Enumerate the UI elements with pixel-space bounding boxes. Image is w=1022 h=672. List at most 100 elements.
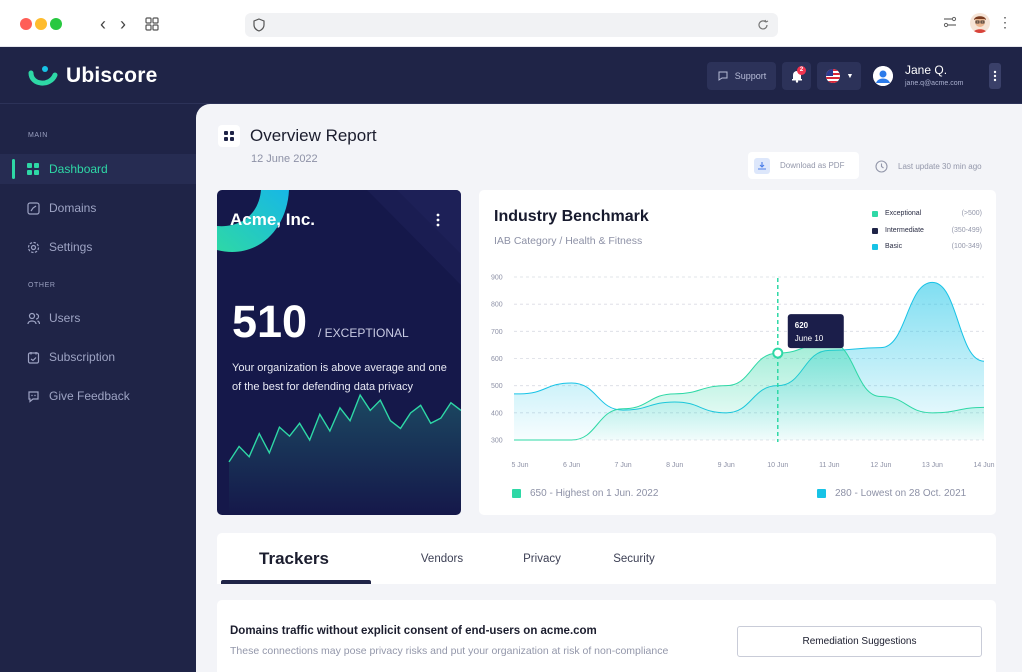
- sidebar-item-give-feedback[interactable]: Give Feedback: [0, 381, 196, 411]
- hover-marker[interactable]: [772, 347, 784, 359]
- sidebar-item-settings[interactable]: Settings: [0, 232, 196, 262]
- tooltip-date: June 10: [795, 334, 824, 343]
- tab-privacy[interactable]: Privacy: [523, 552, 561, 565]
- score-value: 510: [232, 296, 308, 347]
- score-card: Acme, Inc. 510 / EXCEPTIONAL Your organi…: [217, 190, 461, 515]
- legend-item-exceptional: Exceptional (>500): [872, 210, 982, 217]
- panel-description: These connections may pose privacy risks…: [230, 645, 669, 657]
- gear-icon: [26, 240, 40, 254]
- legend-label: Exceptional: [885, 210, 922, 217]
- legend-item-intermediate: Intermediate (350-499): [872, 227, 982, 234]
- series-line-exceptional: [514, 341, 985, 441]
- sidebar-item-label: Dashboard: [49, 162, 108, 176]
- user-email: jane.q@acme.com: [905, 80, 964, 87]
- feedback-icon: [26, 389, 40, 403]
- page-date: 12 June 2022: [251, 153, 318, 165]
- sidebar-item-domains[interactable]: Domains: [0, 193, 196, 223]
- sidebar-item-label: Subscription: [49, 350, 116, 364]
- reload-icon[interactable]: [756, 18, 770, 32]
- legend-label: Intermediate: [885, 227, 924, 234]
- y-tick-label: 500: [491, 383, 503, 390]
- y-tick-label: 300: [491, 438, 503, 445]
- remediation-suggestions-button[interactable]: Remediation Suggestions: [737, 626, 982, 657]
- users-icon: [26, 311, 40, 325]
- tab-grid-icon[interactable]: [142, 14, 162, 34]
- brand-name: Ubiscore: [66, 64, 158, 87]
- download-icon: [754, 157, 770, 174]
- close-window-button[interactable]: [20, 18, 32, 30]
- main-content: Overview Report 12 June 2022 Download as…: [196, 104, 1022, 672]
- summary-highest-text: 650 - Highest on 1 Jun. 2022: [530, 488, 659, 499]
- legend-label: Basic: [885, 243, 903, 250]
- language-selector[interactable]: ▼: [817, 62, 861, 90]
- score-description: Your organization is above average and o…: [232, 362, 447, 393]
- notifications-button[interactable]: 2: [782, 62, 811, 90]
- brand-logo[interactable]: Ubiscore: [28, 63, 157, 89]
- extensions-icon[interactable]: [942, 14, 958, 30]
- y-tick-label: 900: [491, 275, 503, 282]
- sidebar-item-label: Users: [49, 311, 81, 325]
- download-pdf-label: Download as PDF: [780, 161, 845, 170]
- summary-lowest: 280 - Lowest on 28 Oct. 2021: [817, 488, 966, 499]
- legend-swatch: [872, 227, 878, 234]
- x-tick-label: 5 Jun: [511, 462, 528, 469]
- download-pdf-button[interactable]: Download as PDF: [748, 152, 859, 179]
- back-icon[interactable]: ‹: [100, 14, 106, 34]
- sidebar-item-users[interactable]: Users: [0, 303, 196, 333]
- x-tick-label: 12 Jun: [870, 462, 891, 469]
- shield-icon: [253, 18, 265, 32]
- legend-item-basic: Basic (100-349): [872, 243, 982, 250]
- app-window: Ubiscore Support 2 ▼: [0, 47, 1022, 672]
- header-menu-button[interactable]: [989, 63, 1001, 89]
- y-tick-label: 800: [491, 302, 503, 309]
- summary-swatch: [512, 489, 521, 498]
- legend-range: (350-499): [951, 227, 982, 234]
- user-avatar[interactable]: [873, 66, 893, 86]
- sidebar-section-main: MAIN: [28, 132, 48, 139]
- profile-avatar-icon[interactable]: [970, 13, 990, 33]
- benchmark-chart: 5 Jun 6 Jun 7 Jun 8 Jun 9 Jun 10 Jun 11 Jun 12 …: [491, 275, 995, 470]
- sidebar: MAIN Dashboard Domains Settings OTHER Us…: [0, 104, 196, 672]
- minimize-window-button[interactable]: [35, 18, 47, 30]
- trackers-panel: Domains traffic without explicit consent…: [217, 600, 996, 672]
- support-button[interactable]: Support: [707, 62, 776, 90]
- sidebar-item-subscription[interactable]: Subscription: [0, 342, 196, 372]
- x-tick-label: 10 Jun: [767, 462, 788, 469]
- browser-menu-icon[interactable]: ⋮: [998, 14, 1012, 30]
- tab-trackers[interactable]: Trackers: [217, 533, 371, 584]
- overview-icon: [218, 125, 240, 147]
- domains-icon: [26, 201, 40, 215]
- tab-vendors[interactable]: Vendors: [420, 552, 464, 565]
- score-rating: / EXCEPTIONAL: [318, 326, 409, 340]
- legend-range: (>500): [961, 210, 982, 217]
- notification-badge: 2: [797, 66, 806, 75]
- summary-swatch: [817, 489, 826, 498]
- summary-highest: 650 - Highest on 1 Jun. 2022: [512, 488, 658, 499]
- company-name: Acme, Inc.: [230, 210, 316, 229]
- browser-toolbar: ‹ › ⋮: [0, 0, 1022, 47]
- x-tick-label: 13 Jun: [922, 462, 943, 469]
- clock-icon: [875, 160, 888, 173]
- sidebar-item-label: Give Feedback: [49, 389, 130, 403]
- card-menu-icon[interactable]: [436, 213, 440, 232]
- x-tick-label: 14 Jun: [973, 462, 994, 469]
- address-bar[interactable]: [245, 13, 778, 37]
- tab-security[interactable]: Security: [613, 552, 655, 565]
- maximize-window-button[interactable]: [50, 18, 62, 30]
- sidebar-item-label: Domains: [49, 201, 97, 215]
- ubiscore-logo-icon: [28, 66, 58, 86]
- sidebar-item-dashboard[interactable]: Dashboard: [0, 154, 196, 184]
- forward-icon[interactable]: ›: [120, 14, 126, 34]
- score-card-decoration: [217, 190, 461, 515]
- app-header: Ubiscore Support 2 ▼: [0, 47, 1022, 104]
- last-update: Last update 30 min ago: [875, 160, 982, 173]
- dashboard-icon: [26, 162, 40, 176]
- last-update-label: Last update 30 min ago: [898, 162, 982, 171]
- legend-swatch: [872, 243, 878, 250]
- x-tick-label: 8 Jun: [666, 462, 683, 469]
- y-tick-label: 700: [491, 329, 503, 336]
- vertical-dots-icon: [993, 70, 997, 82]
- support-label: Support: [734, 71, 767, 81]
- x-tick-label: 6 Jun: [563, 462, 580, 469]
- series-area-exceptional: [514, 342, 984, 440]
